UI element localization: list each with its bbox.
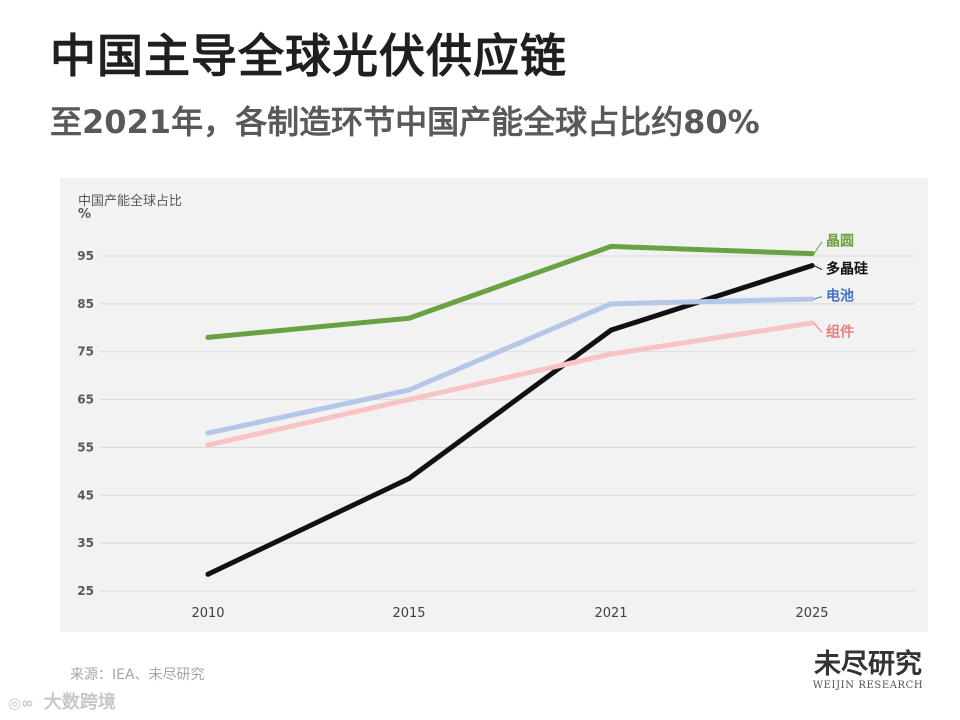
data-point — [809, 296, 815, 302]
y-axis-label: 中国产能全球占比 — [78, 194, 183, 209]
data-point — [608, 243, 614, 249]
watermark-text: 大数跨境 — [43, 692, 116, 713]
series-label: 组件 — [826, 324, 854, 341]
y-tick-label: 95 — [77, 249, 94, 263]
x-tick-label: 2015 — [392, 606, 425, 621]
data-point — [406, 476, 412, 482]
series-label: 晶圆 — [826, 234, 854, 250]
label-leader — [813, 265, 823, 271]
y-axis-unit: % — [78, 207, 92, 222]
label-leader — [813, 296, 823, 300]
data-point — [205, 334, 211, 340]
y-tick-label: 25 — [77, 584, 94, 598]
series-label: 电池 — [826, 288, 854, 305]
series-label: 多晶硅 — [826, 261, 868, 278]
logo-en-text: WEIJIN RESEARCH — [812, 679, 924, 691]
series-line-1 — [205, 243, 815, 340]
label-leader — [813, 322, 823, 333]
series-line-2 — [205, 263, 815, 577]
data-point — [608, 301, 614, 307]
data-point — [205, 430, 211, 436]
brand-logo: 未尽研究 WEIJIN RESEARCH — [808, 650, 928, 691]
watermark-icon: ◎∞ — [8, 694, 34, 712]
y-tick-label: 45 — [77, 488, 94, 502]
line-chart: 25 35 45 55 65 75 85 95 2010 2015 2021 2025 晶圆多晶硅电池组… — [77, 234, 915, 621]
page-title: 中国主导全球光伏供应链 — [50, 29, 567, 83]
data-point — [809, 320, 815, 326]
data-point — [608, 351, 614, 357]
data-point — [406, 315, 412, 321]
data-point — [406, 387, 412, 393]
y-tick-label: 55 — [77, 440, 94, 454]
data-point — [205, 442, 211, 448]
y-tick-label: 35 — [77, 536, 94, 550]
data-point — [809, 251, 815, 257]
y-tick-label: 85 — [77, 297, 94, 311]
logo-cn-text: 未尽研究 — [814, 649, 922, 680]
label-leader — [813, 241, 823, 254]
x-tick-label: 2025 — [795, 606, 828, 621]
data-point — [809, 263, 815, 269]
y-tick-label: 65 — [77, 393, 94, 407]
x-tick-label: 2021 — [594, 606, 627, 621]
chart-panel: 25 35 45 55 65 75 85 95 2010 2015 2021 2025 晶圆多晶硅电池组… — [60, 178, 928, 632]
x-tick-label: 2010 — [191, 606, 224, 621]
source-note: 来源：IEA、未尽研究 — [70, 667, 205, 683]
series-line-4 — [205, 320, 815, 448]
data-point — [406, 397, 412, 403]
data-point — [205, 571, 211, 577]
series-line-3 — [205, 296, 815, 436]
watermark: ◎∞ 大数跨境 — [8, 688, 116, 714]
page-subtitle: 至2021年，各制造环节中国产能全球占比约80% — [50, 103, 760, 141]
data-point — [608, 327, 614, 333]
y-tick-label: 75 — [77, 345, 94, 359]
